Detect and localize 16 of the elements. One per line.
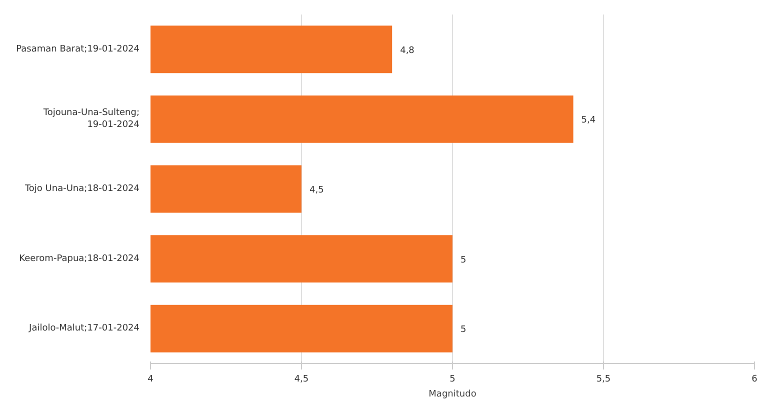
x-tick-label: 5,5 [596,374,611,384]
data-label: 5,4 [581,116,596,126]
y-tick-label: Jailolo-Malut;17-01-2024 [28,324,140,334]
x-tick-label: 4,5 [294,374,309,384]
data-label: 4,8 [400,46,415,56]
data-label: 5 [460,255,466,266]
x-tick-label: 4 [148,374,154,384]
y-tick-label: Tojouna-Una-Sulteng; 19-01-2024 [42,108,140,130]
y-tick-label: Keerom-Papua;18-01-2024 [19,254,140,264]
y-tick-label: Tojo Una-Una;18-01-2024 [24,184,140,194]
x-tick-label: 5 [450,374,456,384]
data-label: 5 [460,325,466,336]
y-tick-label: Pasaman Barat;19-01-2024 [16,44,140,54]
data-label: 4,5 [310,186,324,196]
x-tick-label: 6 [752,374,758,384]
x-axis-title: Magnitudo [428,390,477,400]
